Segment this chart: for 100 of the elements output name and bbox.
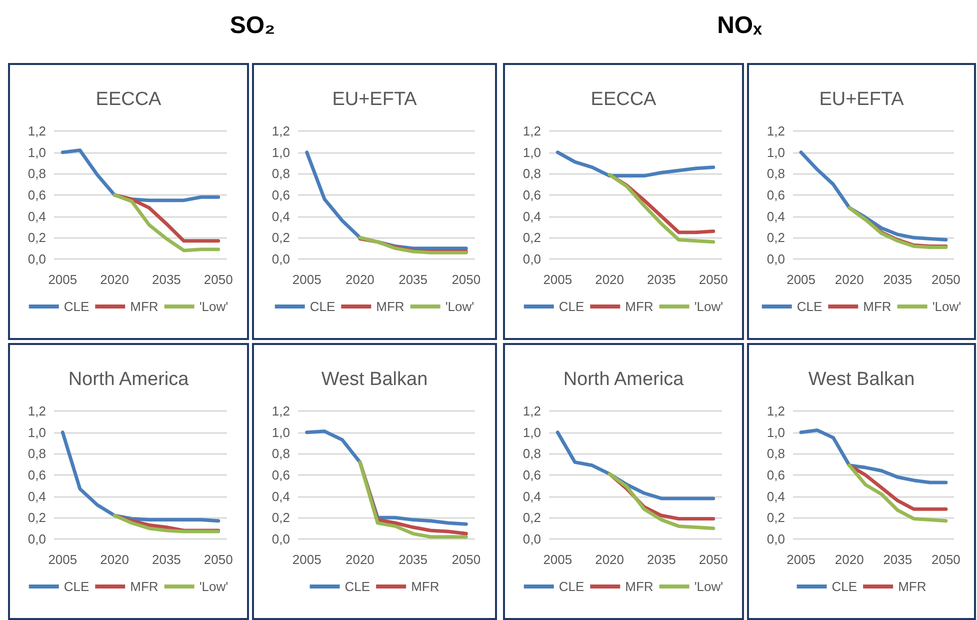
y-tick-label: 0,4 bbox=[766, 208, 785, 224]
y-tick-label: 1,2 bbox=[272, 124, 290, 138]
x-tick-label: 2020 bbox=[100, 272, 130, 287]
y-tick-label: 0,6 bbox=[766, 468, 785, 482]
y-tick-label: 1,2 bbox=[28, 124, 46, 138]
y-tick-label: 0,0 bbox=[766, 532, 785, 546]
y-tick-label: 1,2 bbox=[766, 124, 785, 138]
y-tick-label: 0,4 bbox=[28, 488, 46, 504]
x-tick-label: 2005 bbox=[292, 552, 322, 567]
x-tick-label: 2020 bbox=[834, 552, 864, 567]
x-tick-label: 2035 bbox=[398, 552, 428, 567]
x-tick-label: 2050 bbox=[698, 272, 728, 287]
y-tick-label: 0,6 bbox=[766, 188, 785, 202]
y-tick-label: 0,8 bbox=[28, 446, 46, 462]
y-tick-label: 0,0 bbox=[272, 252, 290, 266]
text: NOₓ bbox=[716, 12, 763, 40]
x-tick-label: 2035 bbox=[152, 552, 181, 567]
x-tick-label: 2005 bbox=[786, 272, 816, 287]
y-tick-label: 0,6 bbox=[522, 468, 541, 482]
legend-label: CLE bbox=[558, 579, 584, 594]
y-tick-label: 0,6 bbox=[522, 188, 541, 202]
x-tick-label: 2020 bbox=[345, 272, 374, 287]
x-tick-label: 2050 bbox=[452, 552, 481, 567]
chart-title: EU+EFTA bbox=[819, 89, 904, 110]
y-tick-label: 1,0 bbox=[272, 424, 290, 440]
x-tick-label: 2005 bbox=[48, 272, 78, 287]
x-tick-label: 2035 bbox=[646, 272, 676, 287]
y-tick-label: 0,8 bbox=[766, 166, 785, 182]
y-tick-label: 0,4 bbox=[272, 208, 290, 224]
x-tick-label: 2005 bbox=[786, 552, 816, 567]
x-tick-label: 2050 bbox=[931, 272, 960, 287]
y-tick-label: 0,4 bbox=[522, 208, 541, 224]
x-tick-label: 2035 bbox=[883, 552, 912, 567]
y-tick-label: 0,0 bbox=[522, 252, 541, 266]
y-tick-label: 0,2 bbox=[766, 510, 785, 526]
legend-label: MFR bbox=[625, 579, 654, 594]
legend-label: MFR bbox=[130, 579, 158, 594]
legend-label: MFR bbox=[625, 299, 654, 314]
y-tick-label: 0,8 bbox=[522, 446, 541, 462]
chart-title: EECCA bbox=[96, 89, 162, 110]
legend-label: MFR bbox=[898, 579, 926, 594]
y-tick-label: 0,6 bbox=[28, 468, 46, 482]
y-tick-label: 0,6 bbox=[28, 188, 46, 202]
y-tick-label: 0,6 bbox=[272, 468, 290, 482]
y-tick-label: 0,0 bbox=[28, 252, 46, 266]
y-tick-label: 0,2 bbox=[272, 510, 290, 526]
x-tick-label: 2050 bbox=[204, 552, 233, 567]
y-tick-label: 0,0 bbox=[272, 532, 290, 546]
y-tick-label: 0,2 bbox=[28, 230, 46, 246]
y-tick-label: 0,4 bbox=[28, 208, 46, 224]
y-tick-label: 1,2 bbox=[766, 404, 785, 418]
x-tick-label: 2005 bbox=[543, 272, 572, 287]
y-tick-label: 0,8 bbox=[272, 166, 290, 182]
legend-label: MFR bbox=[376, 299, 404, 314]
x-tick-label: 2050 bbox=[452, 272, 481, 287]
y-tick-label: 0,8 bbox=[766, 446, 785, 462]
chart-title: West Balkan bbox=[808, 369, 915, 390]
y-tick-label: 1,2 bbox=[28, 404, 46, 418]
legend-label: CLE bbox=[310, 299, 336, 314]
legend-label: MFR bbox=[411, 579, 440, 594]
x-tick-label: 2050 bbox=[931, 552, 960, 567]
y-tick-label: 0,2 bbox=[28, 510, 46, 526]
chart-title: EU+EFTA bbox=[332, 89, 418, 110]
y-tick-label: 0,8 bbox=[28, 166, 46, 182]
y-tick-label: 0,4 bbox=[766, 488, 785, 504]
x-tick-label: 2005 bbox=[292, 272, 322, 287]
legend-label: CLE bbox=[64, 579, 90, 594]
chart-title: North America bbox=[68, 369, 190, 390]
legend-label: CLE bbox=[558, 299, 584, 314]
y-tick-label: 1,0 bbox=[522, 424, 541, 440]
legend-label: 'Low' bbox=[199, 299, 228, 314]
legend-label: MFR bbox=[130, 299, 158, 314]
y-tick-label: 0,2 bbox=[766, 230, 785, 246]
legend-label: CLE bbox=[64, 299, 90, 314]
x-tick-label: 2020 bbox=[345, 552, 374, 567]
legend-label: 'Low' bbox=[199, 579, 228, 594]
y-tick-label: 1,2 bbox=[272, 404, 290, 418]
y-tick-label: 0,8 bbox=[272, 446, 290, 462]
x-tick-label: 2020 bbox=[595, 272, 624, 287]
y-tick-label: 0,2 bbox=[522, 510, 541, 526]
x-tick-label: 2035 bbox=[398, 272, 428, 287]
y-tick-label: 1,0 bbox=[28, 424, 46, 440]
legend-label: CLE bbox=[832, 579, 858, 594]
x-tick-label: 2035 bbox=[152, 272, 181, 287]
x-tick-label: 2020 bbox=[595, 552, 624, 567]
legend-label: 'Low' bbox=[694, 579, 724, 594]
legend-label: CLE bbox=[344, 579, 370, 594]
chart-title: West Balkan bbox=[321, 369, 428, 390]
y-tick-label: 0,6 bbox=[272, 188, 290, 202]
x-tick-label: 2005 bbox=[48, 552, 78, 567]
text: SO₂ bbox=[228, 12, 276, 40]
x-tick-label: 2020 bbox=[834, 272, 864, 287]
x-tick-label: 2050 bbox=[204, 272, 233, 287]
y-tick-label: 0,8 bbox=[522, 166, 541, 182]
y-tick-label: 0,0 bbox=[28, 532, 46, 546]
x-tick-label: 2035 bbox=[883, 272, 912, 287]
y-tick-label: 1,0 bbox=[766, 144, 785, 160]
x-tick-label: 2050 bbox=[698, 552, 728, 567]
y-tick-label: 1,0 bbox=[522, 144, 541, 160]
x-tick-label: 2020 bbox=[100, 552, 130, 567]
